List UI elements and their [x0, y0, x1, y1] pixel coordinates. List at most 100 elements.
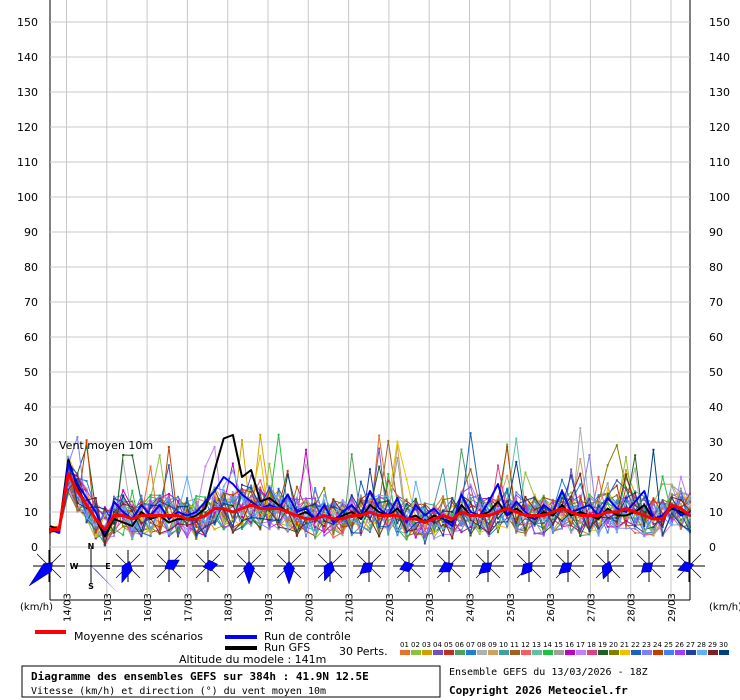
perturbation-point: [396, 511, 399, 514]
perturbation-point: [625, 456, 627, 459]
perturbation-point: [487, 508, 490, 511]
wind-rose-shape: [677, 561, 695, 573]
y-axis-right: 0 10 20 30 40 50 60 70 80 90 100 110 120 130 140 150: [709, 16, 730, 554]
perturbation-point: [323, 525, 326, 528]
perturbation-point: [597, 504, 600, 507]
perturbation-point: [149, 528, 152, 531]
perturbation-point: [423, 508, 426, 511]
perturbation-point: [332, 509, 335, 512]
perturbation-point: [231, 494, 234, 497]
perturbation-point: [478, 497, 481, 500]
perturbation-point: [295, 506, 298, 509]
perturbation-point: [442, 498, 445, 501]
perturbation-point: [140, 525, 143, 528]
perturbation-point: [359, 499, 362, 502]
perturbation-point: [561, 519, 563, 522]
wind-rose-shape: [243, 560, 255, 585]
perturbation-point: [286, 469, 289, 472]
perturbation-point: [341, 515, 344, 518]
perturbation-point: [177, 535, 179, 538]
pert-color-swatch: [532, 650, 542, 655]
perturbation-point: [158, 532, 161, 535]
perturbation-point: [542, 522, 545, 525]
perturbation-point: [158, 506, 161, 509]
perturbation-point: [615, 517, 618, 520]
perturbation-point: [286, 520, 289, 523]
perturbation-point: [195, 535, 198, 538]
wind-rose-shape: [558, 562, 573, 575]
perturbation-point: [204, 535, 207, 538]
pert-id-label: 16: [565, 641, 574, 649]
perturbation-point: [158, 454, 161, 457]
perturbation-point: [661, 475, 664, 478]
perturbation-point: [222, 496, 225, 499]
perturbation-point: [131, 530, 134, 533]
perturbation-point: [524, 524, 527, 527]
perturbation-point: [469, 485, 472, 488]
perturbation-point: [679, 496, 682, 499]
perturbation-point: [259, 495, 262, 498]
perturbation-point: [414, 500, 417, 503]
perturbation-point: [305, 520, 307, 523]
pert-color-swatch: [719, 650, 729, 655]
pert-color-swatch: [686, 650, 696, 655]
perturbation-point: [305, 448, 307, 451]
perturbation-point: [131, 533, 134, 536]
compass-arrow-shape: [91, 566, 119, 594]
perturbation-point: [661, 519, 664, 522]
perturbation-point: [542, 502, 545, 505]
perturbation-point: [131, 505, 134, 508]
perturbation-point: [423, 511, 426, 514]
perturbation-point: [213, 512, 216, 515]
pert-color-swatch: [565, 650, 575, 655]
perturbation-point: [295, 524, 298, 527]
perturbation-point: [442, 527, 445, 530]
perturbation-point: [250, 521, 253, 524]
perturbation-point: [250, 506, 253, 509]
perturbation-point: [643, 511, 646, 514]
y-tick-label-left: 50: [24, 366, 38, 379]
perturbation-point: [113, 497, 115, 500]
perturbation-point: [506, 510, 509, 513]
perturbation-point: [241, 483, 243, 486]
perturbation-point: [167, 498, 170, 501]
y-tick-label-left: 150: [17, 16, 38, 29]
perturbation-point: [634, 527, 637, 530]
perturbation-point: [76, 496, 79, 499]
perturbation-point: [533, 504, 536, 507]
perturbation-point: [524, 499, 527, 502]
pert-id-label: 22: [631, 641, 640, 649]
perturbation-point: [460, 507, 463, 510]
perturbation-point: [323, 499, 326, 502]
perturbation-point: [414, 531, 417, 534]
perturbation-point: [350, 496, 353, 499]
perturbation-point: [497, 524, 499, 527]
perturbation-point: [94, 506, 97, 509]
perturbation-point: [588, 502, 591, 505]
perturbation-point: [277, 502, 280, 505]
perturbation-point: [186, 509, 189, 512]
perturbation-point: [506, 487, 509, 490]
perturbation-point: [679, 526, 682, 529]
perturbation-point: [359, 524, 362, 527]
perturbation-point: [341, 500, 344, 503]
perturbation-point: [506, 523, 509, 526]
y-tick-label-right: 100: [709, 191, 730, 204]
perturbation-point: [542, 533, 545, 536]
perturbation-point: [551, 500, 554, 503]
perturbation-point: [579, 497, 582, 500]
perturbation-point: [606, 518, 609, 521]
perturbation-point: [177, 533, 179, 536]
perturbation-point: [588, 454, 591, 457]
x-date-label: 22/03: [385, 593, 396, 622]
perturbation-point: [515, 528, 518, 531]
perturbation-point: [652, 528, 655, 531]
perturbation-point: [250, 490, 253, 493]
perturbation-point: [551, 505, 554, 508]
perturbation-point: [396, 529, 399, 532]
perturbation-point: [167, 464, 170, 467]
perturbation-point: [268, 524, 271, 527]
perturbation-point: [250, 516, 253, 519]
perturbation-point: [460, 521, 463, 524]
perturbation-point: [542, 534, 545, 537]
